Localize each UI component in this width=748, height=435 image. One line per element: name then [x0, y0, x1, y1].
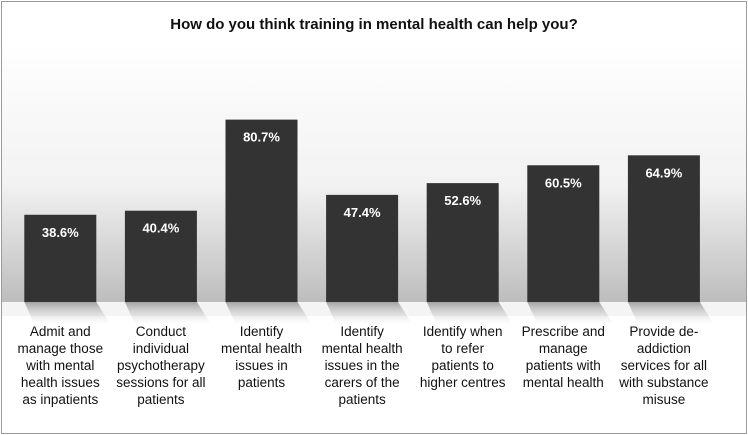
- category-label-line: Prescribe and: [521, 324, 605, 339]
- category-label-line: issues in: [235, 358, 288, 373]
- bar-value-label: 60.5%: [545, 175, 582, 190]
- category-label-line: psychotherapy: [116, 358, 205, 373]
- category-label-line: addiction: [636, 341, 691, 356]
- category-label-line: sessions for all: [116, 375, 206, 390]
- category-label-line: mental health: [522, 375, 604, 390]
- category-label-line: issues in the: [324, 358, 400, 373]
- category-label: Provide de-addiction services for all with…: [616, 323, 712, 408]
- bar-shadow: [527, 302, 614, 324]
- category-label-line: individual: [132, 341, 190, 356]
- category-label-line: misuse: [642, 392, 686, 407]
- bar-shadow: [225, 302, 312, 324]
- category-label-line: Identify when: [422, 324, 503, 339]
- category-label: Identify mental health issues in patients: [214, 323, 310, 391]
- category-label-line: mental health: [220, 341, 303, 356]
- category-label-line: with substance: [619, 375, 709, 390]
- category-label-line: Admit and: [29, 324, 91, 339]
- category-label-line: carers of the: [324, 375, 400, 390]
- bar-value-label: 38.6%: [42, 225, 79, 240]
- bar-value-label: 52.6%: [444, 193, 481, 208]
- category-label-line: patients: [338, 392, 386, 407]
- bar: [426, 183, 499, 302]
- category-label: Identify when to refer patients to higher c…: [415, 323, 511, 391]
- category-label: Admit and manage those with mental health i…: [12, 323, 108, 408]
- bar-shadow: [24, 302, 111, 324]
- bar: [527, 165, 600, 302]
- category-label: Prescribe and manage patients with mental h…: [515, 323, 611, 391]
- bar-value-label: 80.7%: [243, 130, 280, 145]
- category-label-line: manage: [538, 341, 588, 356]
- bar-value-label: 47.4%: [344, 205, 381, 220]
- bar-shadow: [326, 302, 413, 324]
- category-label-line: manage those: [17, 341, 104, 356]
- bar: [225, 119, 298, 302]
- bar: [124, 210, 197, 302]
- bar-shadow: [627, 302, 714, 324]
- category-label-line: with mental: [26, 358, 95, 373]
- category-label-line: patients: [237, 375, 286, 390]
- bar: [326, 194, 399, 302]
- category-label-line: to refer: [441, 341, 485, 356]
- bar-shadow: [124, 302, 211, 324]
- category-label-line: Identify: [239, 324, 284, 339]
- bar: [627, 155, 700, 302]
- category-label-line: mental health: [321, 341, 403, 356]
- category-label-line: Identify: [340, 324, 384, 339]
- category-label: Identify mental health issues in the carers…: [314, 323, 410, 408]
- bar-value-label: 64.9%: [645, 165, 682, 180]
- bar: [24, 214, 97, 302]
- category-label-line: services for all: [620, 358, 708, 373]
- bar-value-label: 40.4%: [142, 221, 179, 236]
- category-label-line: patients: [137, 392, 185, 407]
- chart-title: How do you think training in mental heal…: [170, 16, 578, 33]
- category-label-line: Conduct: [135, 324, 187, 339]
- bar-shadow: [426, 302, 513, 324]
- category-label-line: higher centres: [419, 375, 506, 390]
- category-label-line: as inpatients: [22, 392, 99, 407]
- category-label-line: Provide de-: [629, 324, 699, 339]
- category-label: Conduct individual psychotherapy sessions f…: [113, 323, 209, 408]
- category-label-line: patients to: [431, 358, 494, 373]
- category-label-line: patients with: [525, 358, 601, 373]
- category-label-line: health issues: [20, 375, 100, 390]
